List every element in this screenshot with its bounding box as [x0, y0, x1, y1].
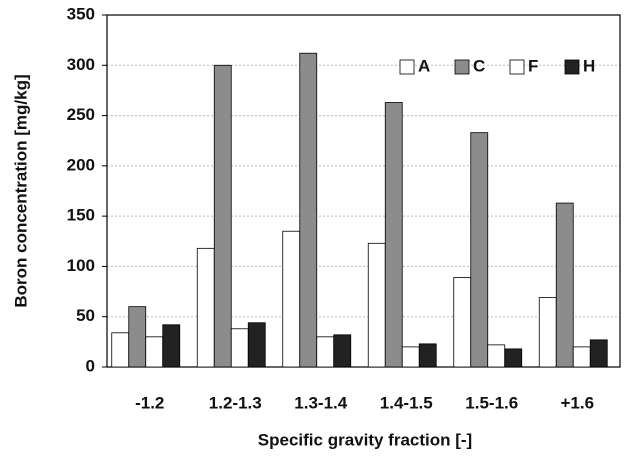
bar	[367, 242, 386, 368]
y-tick-label: 50	[76, 306, 95, 325]
bar	[418, 343, 437, 368]
legend-label: C	[473, 56, 485, 75]
bar	[316, 336, 335, 368]
bar	[111, 332, 130, 368]
x-tick-label: +1.6	[560, 393, 594, 412]
legend-label: H	[583, 56, 595, 75]
legend-swatch	[509, 59, 525, 75]
y-tick-label: 350	[67, 4, 95, 23]
y-tick-label: 150	[67, 206, 95, 225]
bar	[538, 297, 557, 368]
bar	[230, 328, 249, 368]
bar	[247, 322, 266, 368]
bar	[470, 132, 489, 368]
bar	[384, 102, 403, 368]
bar	[145, 336, 164, 368]
bar	[589, 339, 608, 368]
x-tick-label: 1.4-1.5	[380, 393, 433, 412]
legend-label: F	[528, 56, 538, 75]
bar	[555, 202, 574, 368]
bar	[453, 277, 472, 368]
bar	[401, 346, 420, 368]
y-axis-title: Boron concentration [mg/kg]	[11, 74, 30, 307]
x-axis-title: Specific gravity fraction [-]	[258, 430, 472, 449]
bar	[504, 348, 523, 368]
y-tick-label: 300	[67, 55, 95, 74]
bar	[196, 247, 215, 368]
bar	[213, 64, 232, 368]
x-tick-label: 1.5-1.6	[465, 393, 518, 412]
x-tick-label: 1.2-1.3	[209, 393, 262, 412]
bar	[299, 52, 318, 368]
bar	[333, 334, 352, 368]
y-tick-label: 0	[86, 356, 95, 375]
y-tick-label: 200	[67, 155, 95, 174]
bar	[128, 306, 147, 368]
x-tick-label: 1.3-1.4	[294, 393, 347, 412]
x-tick-label: -1.2	[135, 393, 164, 412]
plot-frame	[106, 14, 621, 368]
bar	[572, 346, 591, 368]
legend-swatch	[399, 59, 415, 75]
bar	[162, 324, 181, 368]
bar	[282, 230, 301, 368]
bar	[487, 344, 506, 368]
legend-label: A	[418, 56, 430, 75]
y-tick-label: 250	[67, 105, 95, 124]
y-tick-label: 100	[67, 256, 95, 275]
legend-swatch	[564, 59, 580, 75]
legend-swatch	[454, 59, 470, 75]
